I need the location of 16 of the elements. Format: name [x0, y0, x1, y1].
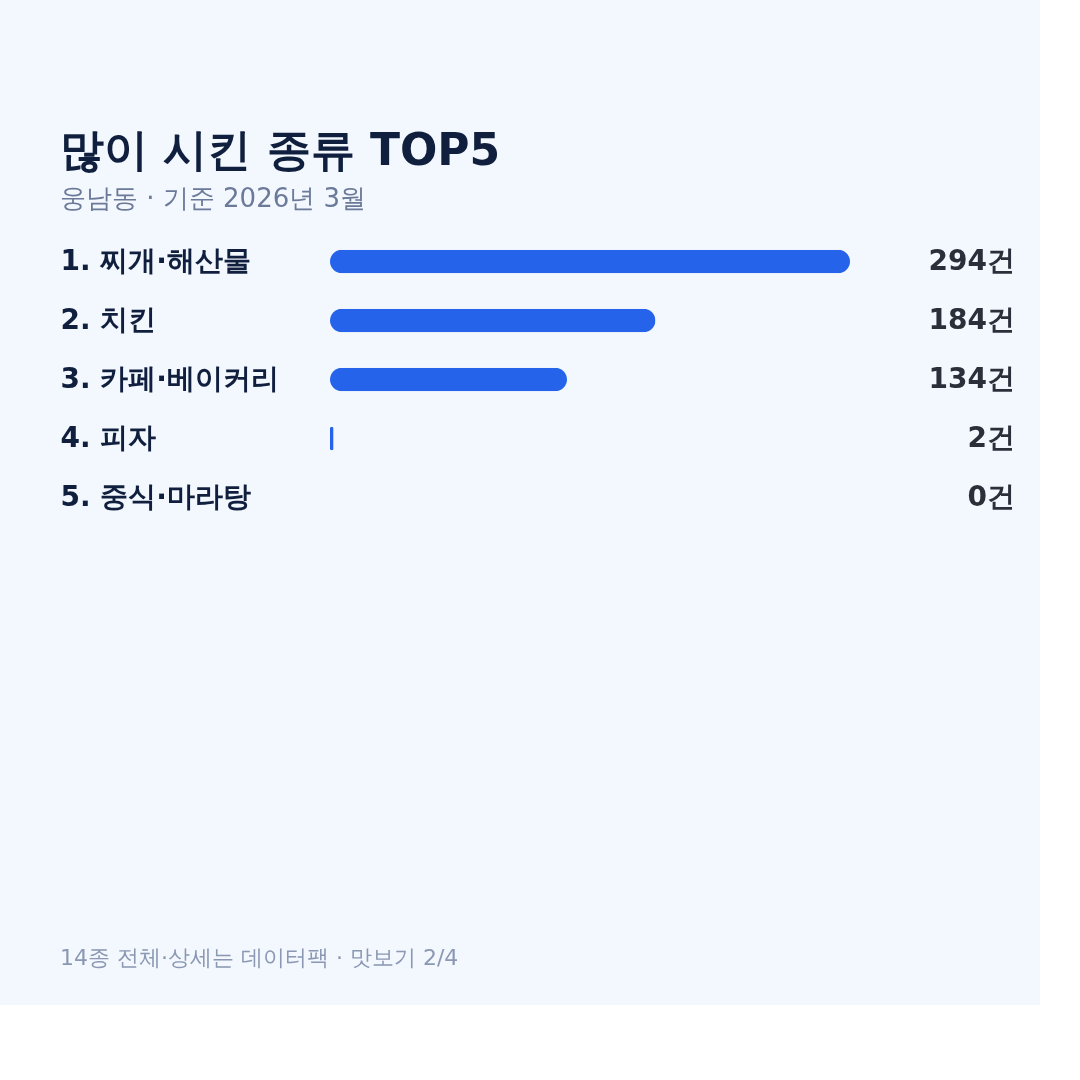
- bar: [330, 367, 568, 392]
- bar: [330, 249, 850, 274]
- y-tick-label: 5. 중식·마라탕: [60, 479, 252, 513]
- text: 14종 전체·상세는 데이터팩 · 맛보기 2/4: [60, 945, 459, 970]
- y-tick-label: 3. 카페·베이커리: [60, 361, 280, 395]
- y-tick-label: 2. 치킨: [60, 302, 157, 336]
- chart-title: 많이 시킨 종류 TOP5: [60, 124, 501, 175]
- data-label: 0건: [967, 479, 1015, 513]
- data-label: 294건: [928, 243, 1015, 277]
- bar: [330, 308, 656, 333]
- data-label: 134건: [928, 361, 1015, 395]
- y-tick-label: 4. 피자: [60, 420, 157, 454]
- y-tick-label: 1. 찌개·해산물: [60, 243, 252, 277]
- chart-subtitle: 웅남동 · 기준 2026년 3월: [60, 183, 367, 213]
- data-label: 2건: [967, 420, 1015, 454]
- data-label: 184건: [928, 302, 1015, 336]
